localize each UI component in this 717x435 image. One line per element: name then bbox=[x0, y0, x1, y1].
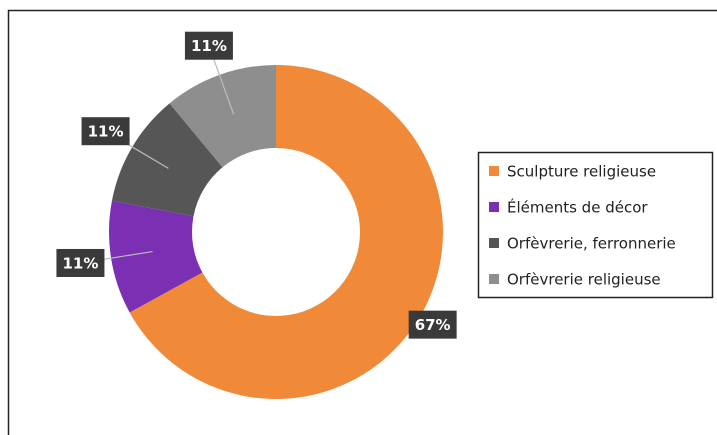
legend-label: Orfèvrerie religieuse bbox=[507, 271, 661, 289]
leader-line bbox=[212, 56, 235, 115]
legend-label: Éléments de décor bbox=[507, 198, 648, 217]
donut-slice bbox=[109, 200, 203, 313]
legend-swatch bbox=[489, 202, 499, 212]
label-box bbox=[56, 248, 105, 277]
value-label: 11% bbox=[62, 254, 98, 272]
label-box bbox=[408, 310, 457, 339]
value-label: 11% bbox=[88, 123, 124, 141]
legend-box bbox=[477, 151, 714, 299]
legend-swatch bbox=[489, 166, 499, 176]
value-label: 67% bbox=[415, 316, 451, 334]
legend-swatch bbox=[489, 274, 499, 284]
legend-label: Orfèvrerie, ferronnerie bbox=[507, 235, 676, 253]
donut-slice bbox=[129, 65, 443, 399]
donut-slice bbox=[169, 65, 276, 168]
label-box bbox=[81, 117, 130, 146]
donut-slice bbox=[111, 103, 223, 217]
legend-label: Sculpture religieuse bbox=[507, 163, 656, 181]
value-label: 11% bbox=[191, 37, 227, 55]
label-box bbox=[184, 31, 233, 60]
legend-swatch bbox=[489, 238, 499, 248]
